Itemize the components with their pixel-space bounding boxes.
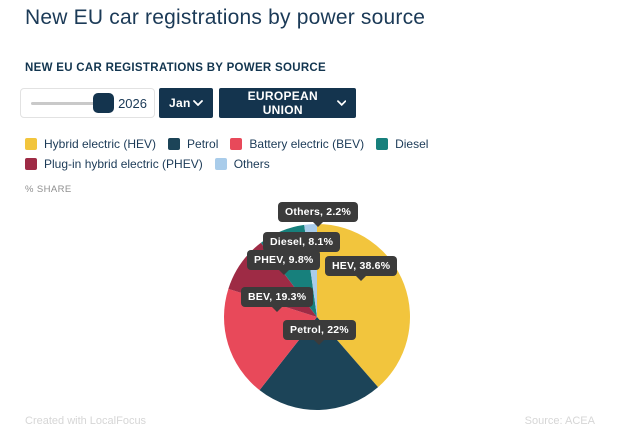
chart-heading: NEW EU CAR REGISTRATIONS BY POWER SOURCE — [25, 62, 327, 74]
legend-label: Petrol — [187, 137, 219, 151]
pie-label-bev: BEV, 19.3% — [241, 287, 314, 312]
chevron-down-icon — [336, 100, 346, 106]
pie-label-phev: PHEV, 9.8% — [247, 250, 321, 275]
legend-item-hev: Hybrid electric (HEV) — [25, 137, 156, 151]
legend-label: Battery electric (BEV) — [249, 137, 365, 151]
legend-item-phev: Plug-in hybrid electric (PHEV) — [25, 157, 203, 171]
unit-label: % SHARE — [25, 184, 72, 195]
legend-swatch-others — [214, 158, 227, 170]
pie-label-others: Others, 2.2% — [278, 202, 359, 227]
month-dropdown[interactable]: Jan — [159, 88, 213, 118]
legend-label: Others — [233, 157, 270, 171]
legend-item-diesel: Diesel — [376, 137, 428, 151]
legend-item-others: Others — [214, 157, 270, 171]
legend-swatch-phev — [25, 158, 37, 170]
legend-item-bev: Battery electric (BEV) — [230, 137, 364, 151]
year-slider[interactable]: 2026 — [20, 88, 155, 118]
legend-swatch-hev — [25, 138, 37, 150]
pie-label-diesel: Diesel, 8.1% — [263, 232, 341, 257]
legend-swatch-petrol — [168, 138, 181, 150]
pie-label-petrol: Petrol, 22% — [283, 320, 356, 345]
pie-label-hev: HEV, 38.6% — [325, 256, 398, 281]
pie-slice-bev[interactable] — [223, 288, 317, 391]
pie-slice-petrol[interactable] — [259, 317, 379, 410]
legend-label: Diesel — [395, 137, 429, 151]
region-dropdown[interactable]: EUROPEAN UNION — [219, 88, 356, 118]
source-text: Source: ACEA — [524, 415, 595, 427]
slider-track[interactable] — [31, 102, 105, 105]
legend-label: Hybrid electric (HEV) — [44, 137, 157, 151]
region-dropdown-value: EUROPEAN UNION — [247, 89, 318, 117]
legend-swatch-bev — [230, 138, 243, 150]
chevron-down-icon — [193, 100, 203, 106]
page-title: New EU car registrations by power source — [25, 6, 426, 29]
slider-handle[interactable] — [93, 93, 114, 113]
slider-year-value: 2026 — [118, 96, 147, 111]
credit-text: Created with LocalFocus — [25, 415, 147, 427]
chart-legend: Hybrid electric (HEV) Petrol Battery elect… — [25, 137, 615, 171]
month-dropdown-value: Jan — [169, 96, 191, 110]
legend-item-petrol: Petrol — [168, 137, 218, 151]
legend-swatch-diesel — [376, 138, 389, 150]
legend-label: Plug-in hybrid electric (PHEV) — [44, 157, 203, 171]
